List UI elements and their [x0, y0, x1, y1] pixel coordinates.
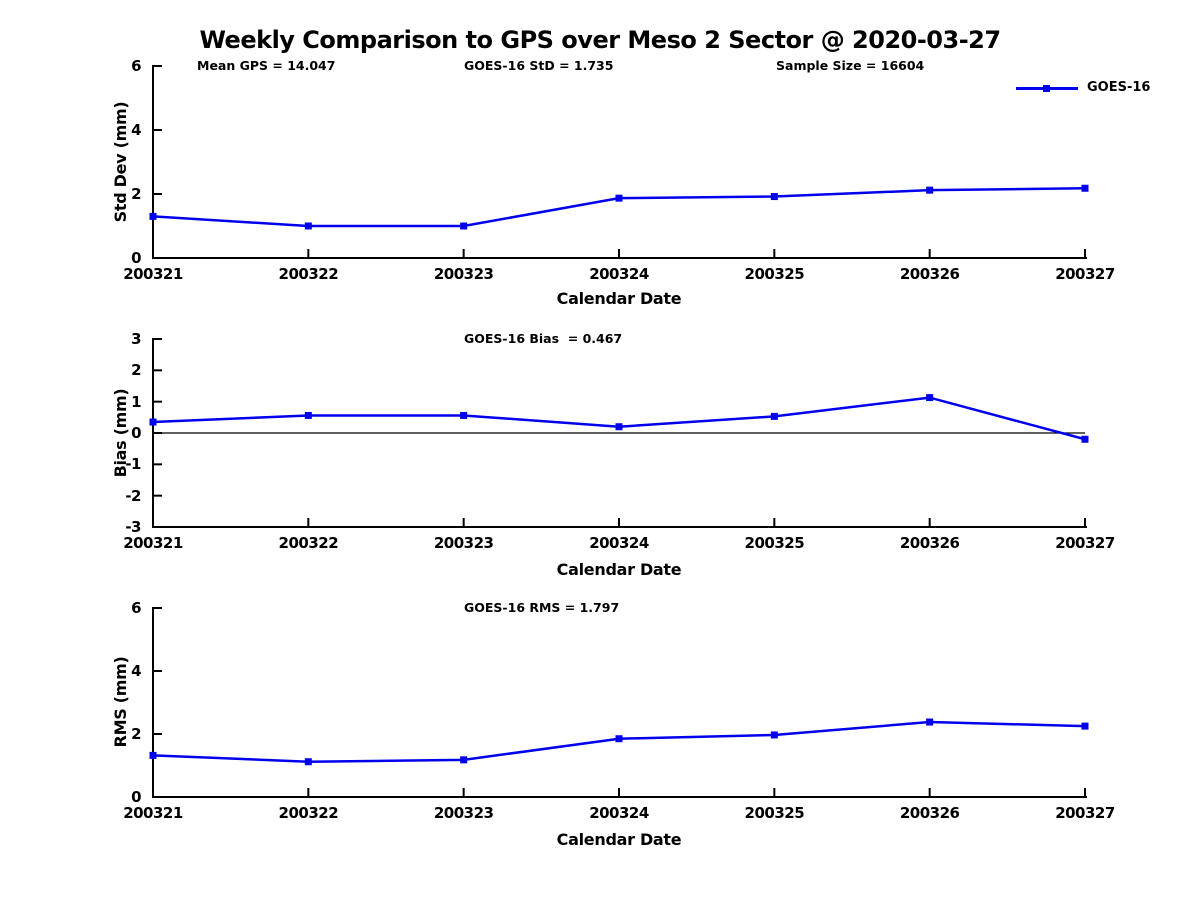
data-point-marker	[304, 758, 312, 766]
x-axis-label-calendar-date-3: Calendar Date	[556, 830, 682, 849]
data-point-marker	[926, 718, 934, 726]
legend-label: GOES-16	[1087, 80, 1151, 95]
data-point-marker	[770, 731, 778, 739]
data-point-marker	[460, 411, 468, 419]
legend: GOES-16	[1016, 80, 1150, 96]
data-point-marker	[149, 418, 157, 426]
data-point-marker	[304, 222, 312, 230]
series-line	[152, 186, 1086, 228]
data-point-marker	[770, 412, 778, 420]
data-point-marker	[149, 212, 157, 220]
data-point-marker	[615, 194, 623, 202]
data-point-marker	[460, 756, 468, 764]
annotation-goes16-bias: GOES-16 Bias = 0.467	[464, 331, 623, 346]
figure-title: Weekly Comparison to GPS over Meso 2 Sec…	[199, 26, 1001, 54]
data-point-marker	[460, 222, 468, 230]
data-point-marker	[149, 751, 157, 759]
data-point-marker	[926, 394, 934, 402]
data-point-marker	[304, 411, 312, 419]
annotation-goes16-rms: GOES-16 RMS = 1.797	[464, 600, 620, 615]
legend-marker-icon	[1043, 84, 1050, 92]
x-axis-label-calendar-date-1: Calendar Date	[556, 289, 682, 308]
data-point-marker	[770, 193, 778, 201]
annotation-sample-size: Sample Size = 16604	[776, 58, 925, 73]
data-point-marker	[1081, 184, 1089, 192]
data-point-marker	[615, 735, 623, 743]
legend-line-sample	[1016, 84, 1078, 92]
x-axis-label-calendar-date-2: Calendar Date	[556, 560, 682, 579]
annotation-goes16-std: GOES-16 StD = 1.735	[464, 58, 614, 73]
data-point-marker	[1081, 435, 1089, 443]
data-point-marker	[615, 423, 623, 431]
annotation-mean-gps: Mean GPS = 14.047	[197, 58, 336, 73]
data-point-marker	[1081, 722, 1089, 730]
data-point-marker	[926, 186, 934, 194]
